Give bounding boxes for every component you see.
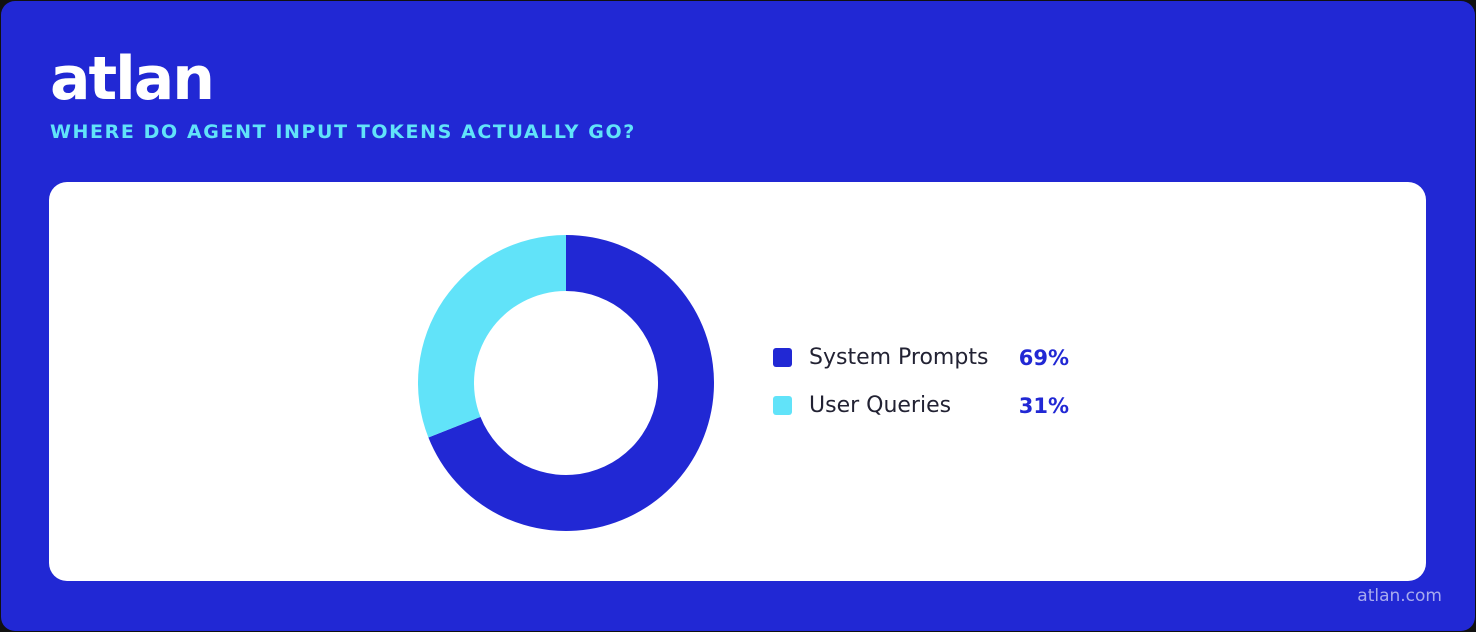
chart-card: System Prompts 69% User Queries 31% — [49, 182, 1426, 581]
chart-legend: System Prompts 69% User Queries 31% — [773, 340, 1093, 436]
donut-chart — [418, 235, 714, 531]
legend-item-user-queries: User Queries 31% — [773, 388, 1093, 436]
chart-title: WHERE DO AGENT INPUT TOKENS ACTUALLY GO? — [50, 121, 636, 143]
legend-value: 31% — [1018, 394, 1069, 418]
donut-slice-user-queries — [418, 235, 566, 438]
legend-value: 69% — [1018, 346, 1069, 370]
legend-label: User Queries — [809, 393, 952, 418]
site-url: atlan.com — [1357, 586, 1442, 606]
legend-label: System Prompts — [809, 345, 989, 370]
legend-swatch-system-prompts — [773, 348, 792, 367]
atlan-logo: atlan — [50, 44, 215, 114]
donut-slice-system-prompts — [428, 235, 714, 531]
legend-swatch-user-queries — [773, 396, 792, 415]
legend-item-system-prompts: System Prompts 69% — [773, 340, 1093, 388]
